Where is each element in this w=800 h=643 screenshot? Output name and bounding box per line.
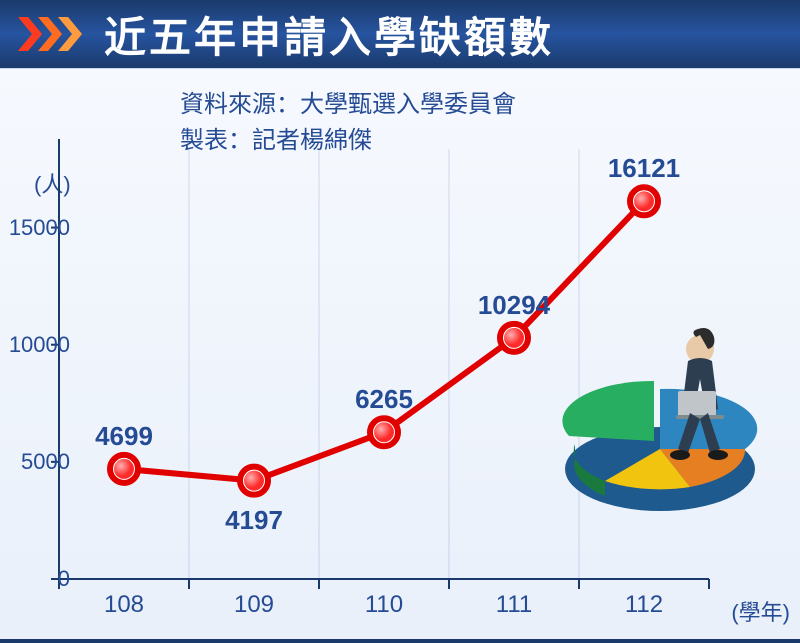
data-point-label: 16121 [608, 153, 680, 184]
chart-area: 資料來源：大學甄選入學委員會 製表：記者楊綿傑 (人) (學年) 0500010… [0, 68, 800, 643]
chevron-icon [18, 17, 90, 51]
data-point-label: 6265 [355, 384, 413, 415]
chart-title: 近五年申請入學缺額數 [104, 4, 554, 65]
decorative-illustration [550, 319, 770, 519]
x-tick-label: 112 [625, 591, 663, 619]
header-bar: 近五年申請入學缺額數 [0, 0, 800, 68]
y-tick-label: 5000 [0, 449, 70, 475]
y-tick-label: 0 [0, 566, 70, 592]
data-point-label: 10294 [478, 290, 550, 321]
data-point-label: 4699 [95, 421, 153, 452]
data-point-label: 4197 [225, 505, 283, 536]
y-tick-label: 15000 [0, 215, 70, 241]
x-tick-label: 108 [104, 591, 144, 619]
x-tick-label: 111 [496, 591, 532, 619]
y-tick-label: 10000 [0, 332, 70, 358]
x-tick-label: 109 [234, 591, 274, 619]
x-tick-label: 110 [365, 591, 403, 619]
